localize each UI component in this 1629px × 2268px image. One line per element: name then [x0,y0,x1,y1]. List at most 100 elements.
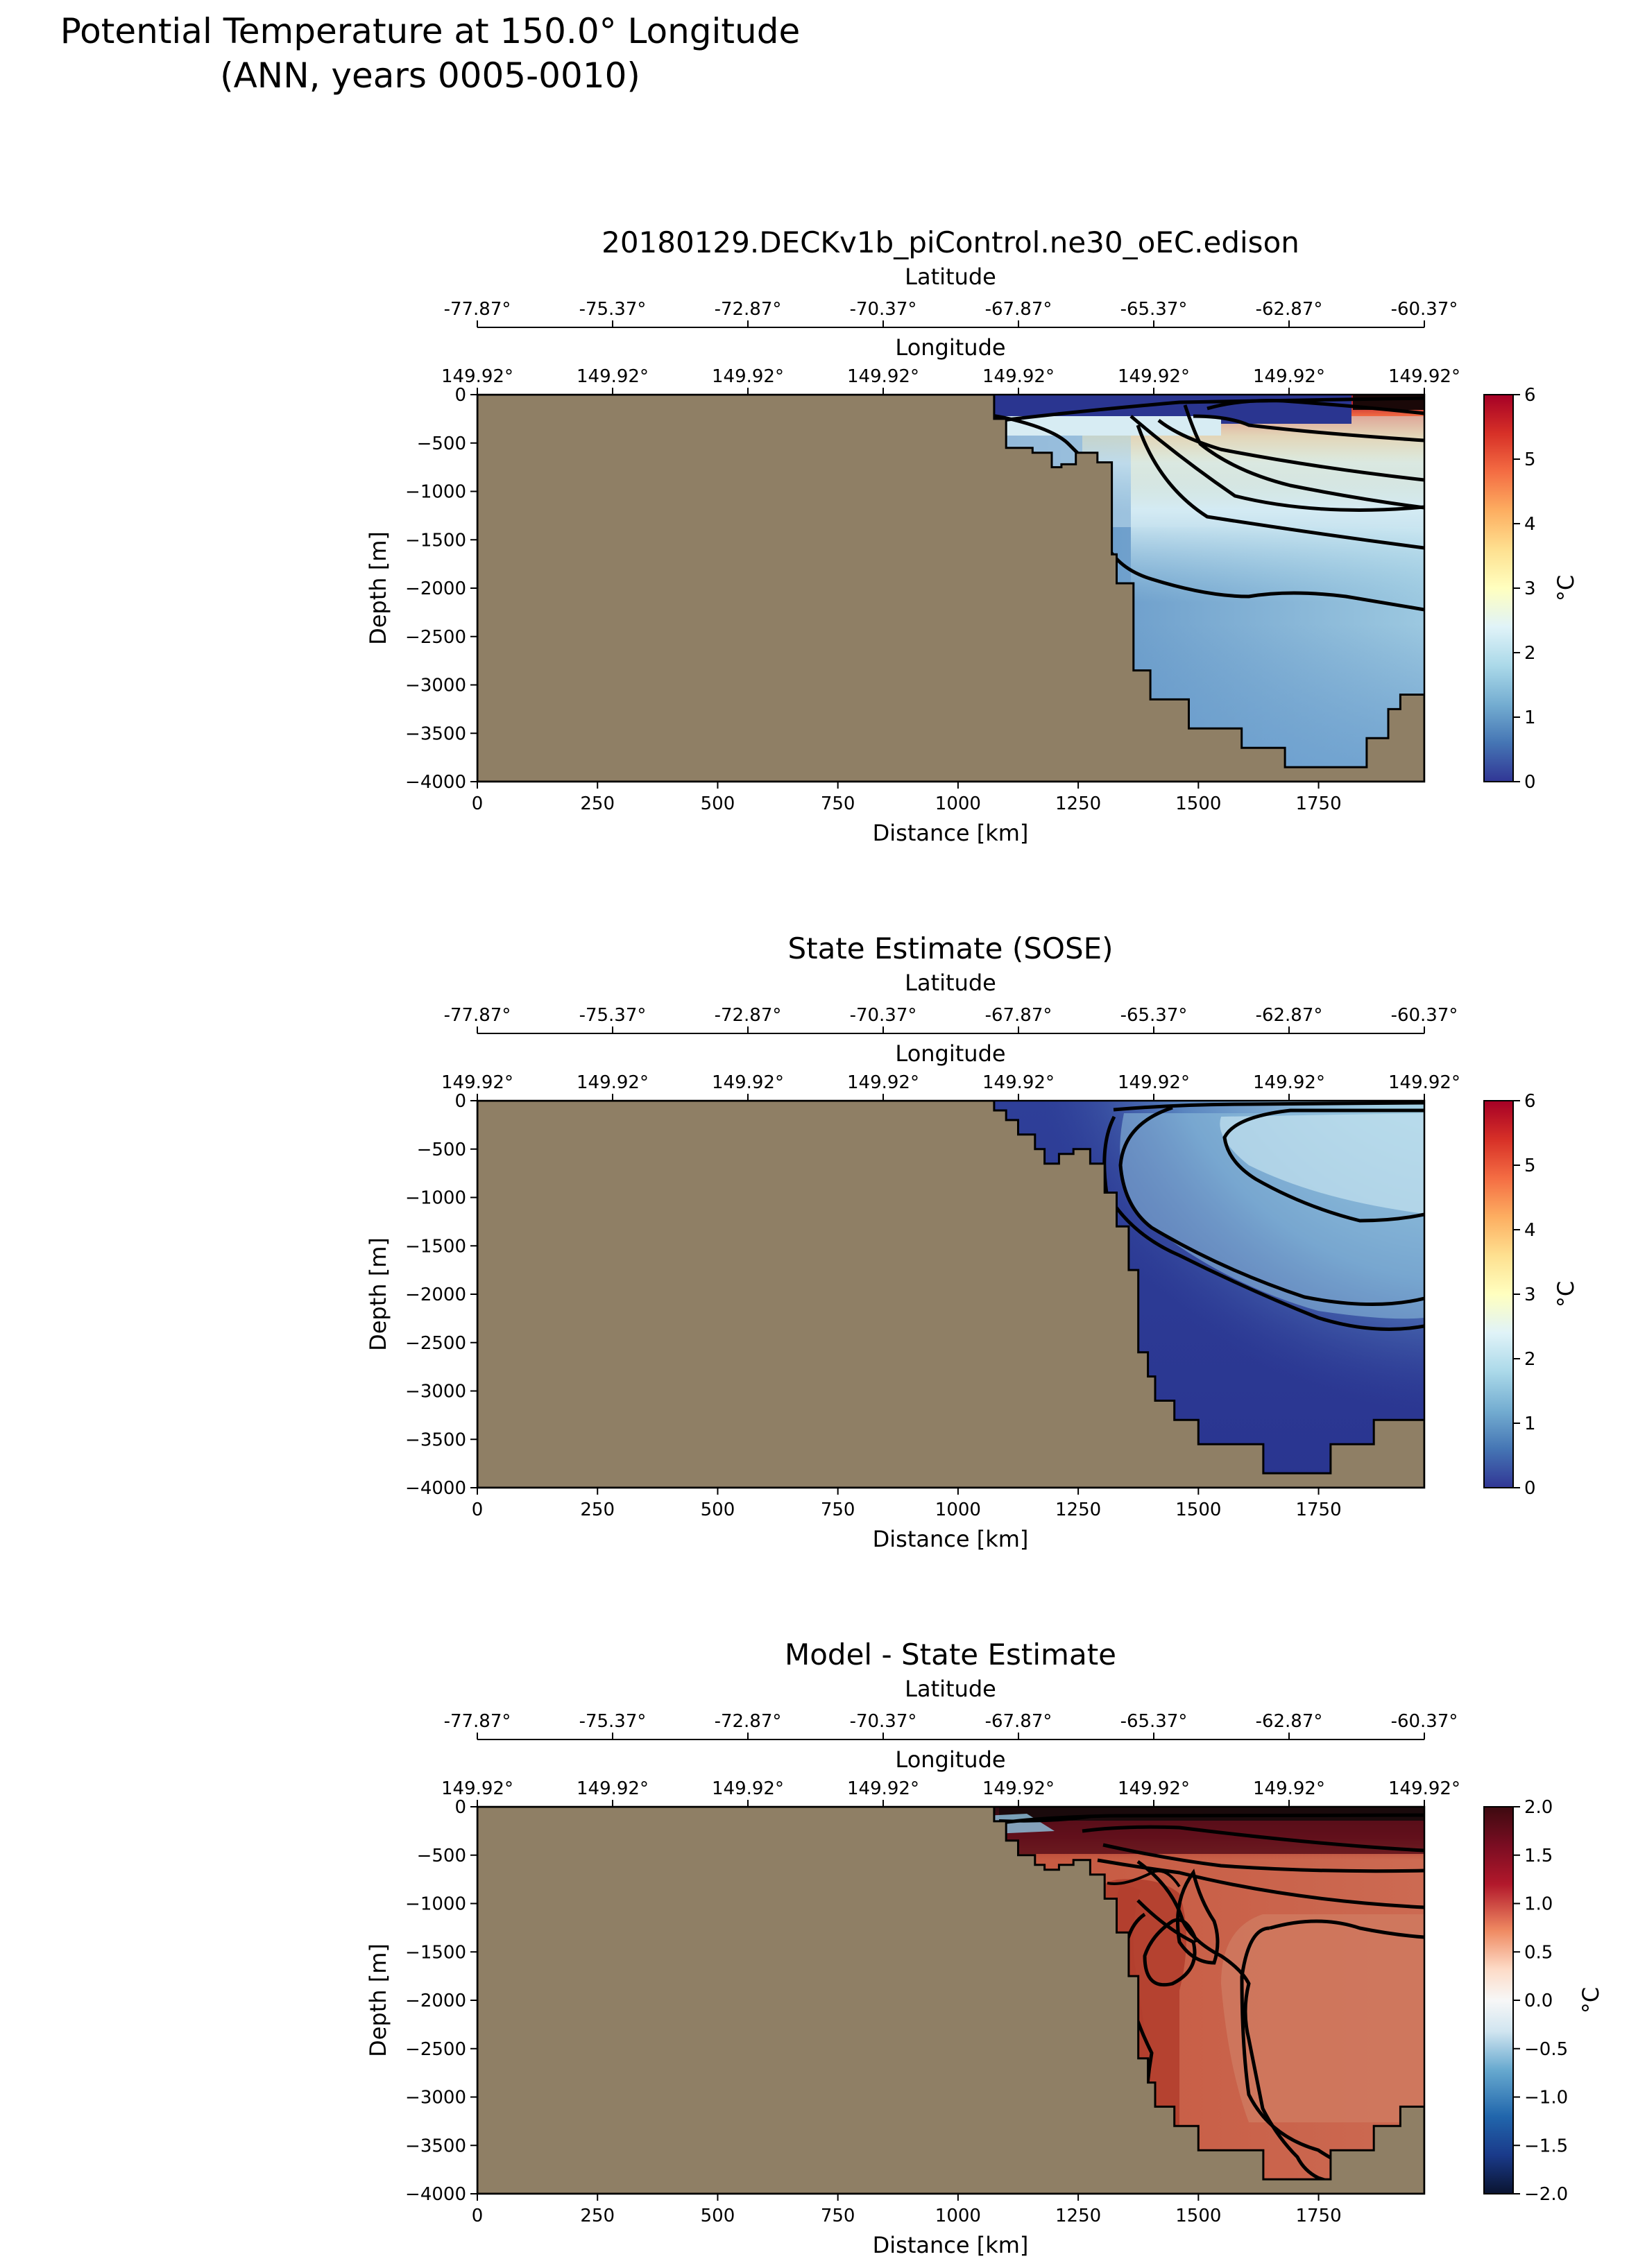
panel-sose-colorbar: 0 1 2 3 4 5 6 °C [1483,1091,1579,1499]
panel-difference-colorbar-tick-label: 0.5 [1524,1942,1553,1963]
figure-title-line2: (ANN, years 0005-0010) [220,55,640,96]
panel-model-colorbar-tick-label: 0 [1524,772,1536,793]
panel-sose-ytick-label: −4000 [405,1478,466,1499]
panel-sose-latitude-tick-label: -67.87° [985,1005,1052,1026]
panel-difference-xtick-label: 500 [701,2206,735,2226]
panel-difference-colorbar-tick-label: 1.0 [1524,1894,1553,1915]
panel-model-colorbar-tick-label: 5 [1524,449,1536,470]
panel-sose-longitude-tick-label: 149.92° [1118,1072,1190,1093]
panel-model-latitude-tick-label: -60.37° [1391,299,1458,320]
panel-difference-ytick-label: −2000 [405,1991,466,2011]
panel-difference-colorbar-tick-label: 0.0 [1524,1991,1553,2011]
panel-difference-colorbar-tick-label: 1.5 [1524,1846,1553,1866]
panel-sose-colorbar-tick-label: 5 [1524,1156,1536,1176]
panel-model-latitude-tick-label: -77.87° [444,299,511,320]
panel-difference-colorbar-tick-label: −0.5 [1524,2039,1568,2060]
panel-sose-ytick-label: −1000 [405,1188,466,1209]
panel-sose-longitude-tick-label: 149.92° [441,1072,513,1093]
panel-sose-ytick-label: −3000 [405,1382,466,1402]
panel-model-latitude-tick-label: -70.37° [850,299,917,320]
panel-difference-xtick-label: 0 [472,2206,484,2226]
panel-difference-ytick-label: −3000 [405,2088,466,2108]
panel-sose-latitude-label: Latitude [905,970,996,996]
panel-sose-longitude-tick-label: 149.92° [1388,1072,1460,1093]
panel-difference-longitude-label: Longitude [895,1746,1005,1773]
panel-difference-xtick-label: 250 [580,2206,615,2226]
panel-model-latitude-tick-label: -67.87° [985,299,1052,320]
panel-difference-bathymetry [477,1807,1424,2194]
panel-difference-xtick-label: 1500 [1175,2206,1221,2226]
panel-sose: State Estimate (SOSE) Latitude Longitude… [365,931,1579,1552]
panel-difference-xtick-label: 1750 [1295,2206,1341,2226]
panel-difference-latitude-tick-label: -72.87° [715,1711,782,1732]
panel-difference-latitude-tick-label: -62.87° [1256,1711,1323,1732]
panel-model-xtick-label: 250 [580,793,615,814]
panel-difference-colorbar-tick-label: −1.5 [1524,2136,1568,2156]
panel-model-longitude-tick-label: 149.92° [847,366,919,387]
panel-sose-xtick-label: 750 [821,1500,855,1520]
panel-model-xtick-label: 1000 [935,793,981,814]
panel-difference-axes: 0 250 500 750 1000 1250 1500 1750 0 −500 −1000 −150… [405,1711,1460,2226]
panel-sose-xtick-label: 1500 [1175,1500,1221,1520]
panel-model-xtick-label: 500 [701,793,735,814]
panel-sose-longitude-label: Longitude [895,1040,1005,1067]
panel-sose-ytick-label: −500 [417,1140,466,1160]
panel-model-ytick-label: −1500 [405,530,466,551]
panel-difference-ytick-label: −2500 [405,2039,466,2060]
panel-sose-ylabel: Depth [m] [365,1237,391,1351]
panel-model-colorbar-tick-label: 4 [1524,514,1536,535]
panel-sose-latitude-tick-label: -72.87° [715,1005,782,1026]
panel-sose-latitude-tick-label: -62.87° [1256,1005,1323,1026]
panel-model-xlabel: Distance [km] [873,820,1029,846]
panel-difference-longitude-tick-label: 149.92° [1388,1778,1460,1799]
panel-difference-latitude-tick-label: -65.37° [1120,1711,1188,1732]
panel-model-ytick-label: −1000 [405,482,466,503]
figure-title-line1: Potential Temperature at 150.0° Longitud… [60,11,800,51]
panel-difference-longitude-tick-label: 149.92° [847,1778,919,1799]
panel-model-ytick-label: −2000 [405,578,466,599]
panel-sose-xtick-label: 500 [701,1500,735,1520]
panel-model-bathymetry [477,395,1424,782]
panel-difference-colorbar-tick-label: −1.0 [1524,2088,1568,2108]
panel-model-latitude-tick-label: -65.37° [1120,299,1188,320]
panel-model-longitude-tick-label: 149.92° [1118,366,1190,387]
panel-model-longitude-tick-label: 149.92° [441,366,513,387]
panel-model-xtick-label: 1750 [1295,793,1341,814]
panel-model: 20180129.DECKv1b_piControl.ne30_oEC.edis… [365,225,1579,846]
panel-model-colorbar-tick-label: 3 [1524,578,1536,599]
panel-difference-longitude-tick-label: 149.92° [441,1778,513,1799]
panel-sose-xlabel: Distance [km] [873,1526,1029,1552]
panel-sose-colorbar-tick-label: 1 [1524,1414,1536,1434]
panel-sose-latitude-tick-label: -70.37° [850,1005,917,1026]
panel-model-axes: 0 250 500 750 1000 1250 1500 1750 0 −500 −1000 −150… [405,299,1460,814]
panel-sose-colorbar-label: °C [1553,1281,1579,1307]
panel-difference-ytick-label: −3500 [405,2136,466,2156]
panel-sose-longitude-tick-label: 149.92° [847,1072,919,1093]
panel-model-xtick-label: 0 [472,793,484,814]
panel-sose-colorbar-tick-label: 4 [1524,1220,1536,1241]
panel-model-xtick-label: 1250 [1055,793,1101,814]
panel-model-longitude-tick-label: 149.92° [982,366,1055,387]
panel-sose-longitude-tick-label: 149.92° [982,1072,1055,1093]
panel-model-ytick-label: −3000 [405,676,466,696]
panel-difference-ytick-label: −1000 [405,1894,466,1915]
panel-sose-ytick-label: 0 [454,1091,466,1112]
panel-difference-colorbar: −2.0 −1.5 −1.0 −0.5 0.0 0.5 1.0 1.5 2.0 °C [1483,1797,1604,2205]
panel-model-longitude-label: Longitude [895,334,1005,361]
panel-sose-xtick-label: 1000 [935,1500,981,1520]
panel-sose-colorbar-tick-label: 0 [1524,1478,1536,1499]
panel-difference-ytick-label: −1500 [405,1942,466,1963]
panel-difference-title: Model - State Estimate [785,1638,1116,1672]
panel-model-ytick-label: −2500 [405,627,466,648]
panel-sose-latitude-tick-label: -60.37° [1391,1005,1458,1026]
panel-model-xtick-label: 750 [821,793,855,814]
panel-difference-ytick-label: −4000 [405,2184,466,2205]
panel-difference-longitude-tick-label: 149.92° [577,1778,649,1799]
panel-sose-axes: 0 250 500 750 1000 1250 1500 1750 0 −500 −1000 −150… [405,1005,1460,1520]
panel-model-longitude-tick-label: 149.92° [712,366,784,387]
panel-difference-ytick-label: 0 [454,1797,466,1818]
panel-model-longitude-tick-label: 149.92° [1388,366,1460,387]
panel-difference: Model - State Estimate Latitude Longitud… [365,1638,1604,2258]
panel-difference-colorbar-tick-label: 2.0 [1524,1797,1553,1818]
panel-model-ylabel: Depth [m] [365,531,391,645]
